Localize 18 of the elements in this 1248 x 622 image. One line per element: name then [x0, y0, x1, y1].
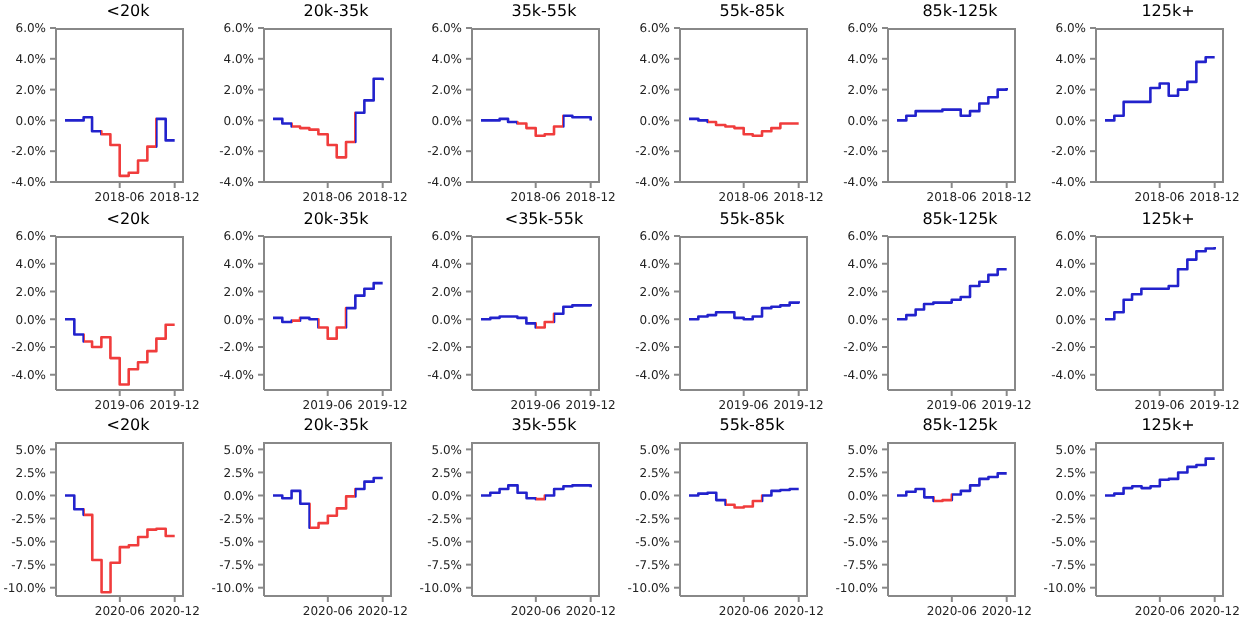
chart-title: 85k-125k — [920, 0, 1000, 22]
chart-title: 20k-35k — [301, 207, 371, 230]
chart-title: 55k-85k — [717, 207, 787, 230]
chart-title: <20k — [104, 414, 152, 437]
chart-title: <20k — [104, 207, 152, 230]
chart-title: 55k-85k — [717, 0, 787, 22]
chart-title: <35k-55k — [502, 207, 586, 230]
chart-title: 55k-85k — [717, 414, 787, 437]
chart-title: 20k-35k — [301, 0, 371, 22]
chart-title: 85k-125k — [920, 414, 1000, 437]
chart-title: 125k+ — [1139, 207, 1197, 230]
chart-title: 125k+ — [1139, 0, 1197, 22]
chart-title: <20k — [104, 0, 152, 22]
chart-title: 35k-55k — [509, 0, 579, 22]
chart-title: 85k-125k — [920, 207, 1000, 230]
chart-title: 20k-35k — [301, 414, 371, 437]
chart-title: 125k+ — [1139, 414, 1197, 437]
chart-title: 35k-55k — [509, 414, 579, 437]
